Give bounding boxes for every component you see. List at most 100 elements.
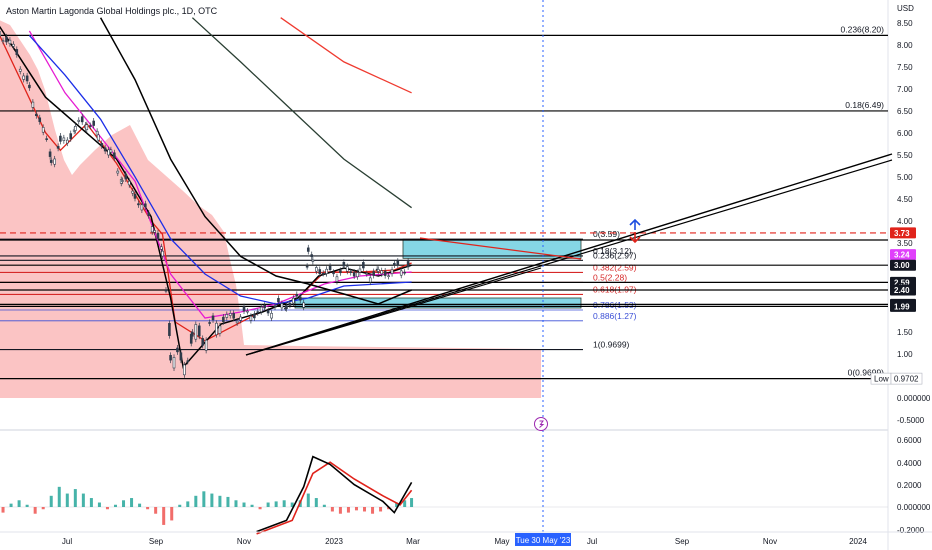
candle-body — [168, 323, 171, 336]
candle-body — [133, 193, 137, 199]
time-tick-9: 2024 — [849, 537, 867, 546]
candle-body — [38, 117, 42, 123]
candle-body — [358, 268, 362, 273]
trendline-layer — [245, 153, 893, 356]
candle-body — [56, 146, 60, 149]
osc-hist-bar-6 — [49, 495, 53, 507]
candle-body — [65, 139, 69, 144]
candle-body — [15, 49, 19, 56]
osc-macd-line — [256, 455, 413, 533]
moving-average-6 — [280, 17, 412, 94]
candle-body — [376, 269, 380, 272]
candle-body — [315, 267, 318, 272]
candle-body — [222, 316, 225, 323]
osc-hist-bar-27 — [218, 495, 222, 507]
candle-body — [150, 226, 154, 233]
price-tick-6: 5.50 — [897, 151, 913, 160]
candle-body — [183, 364, 186, 376]
osc-hist-bar-46 — [371, 507, 375, 514]
fib-label-1: 0.18(3.12) — [593, 246, 632, 256]
candle-body — [45, 138, 48, 140]
osc-hist-bar-38 — [306, 493, 310, 507]
price-badge-text-1: 3.24 — [894, 251, 910, 260]
fib-label-4: 0.5(2.28) — [593, 272, 627, 282]
candle-body — [406, 261, 410, 268]
candle-body — [204, 339, 208, 351]
price-badge-text-6: 1.99 — [894, 302, 910, 311]
osc-hist-bar-41 — [330, 507, 334, 512]
candle-body — [28, 84, 31, 89]
candle-body — [100, 143, 104, 147]
moving-average-layer — [0, 17, 412, 369]
osc-hist-bar-12 — [97, 502, 101, 507]
osc-hist-bar-5 — [41, 507, 45, 510]
fib-label-8: 1(0.9699) — [593, 340, 630, 350]
candle-body — [80, 116, 84, 123]
candle-body — [239, 316, 242, 321]
oscillator-layer — [0, 455, 888, 535]
candle-body — [164, 289, 168, 292]
long-fib-label-1: 0.18(6.49) — [845, 100, 884, 110]
price-tick-12: 1.00 — [897, 350, 913, 359]
candle-body — [62, 137, 66, 141]
candle-body — [393, 262, 396, 266]
fib-label-7: 0.886(1.27) — [593, 311, 637, 321]
candle-body — [18, 68, 22, 72]
candle-body — [41, 127, 45, 133]
price-axis-layer[interactable]: 8.50 8.00 7.50 7.00 6.50 6.00 5.50 5.00 4.50 4.00… — [870, 19, 931, 535]
osc-hist-bar-19 — [154, 507, 158, 514]
candle-body — [103, 147, 107, 152]
candle-body — [318, 269, 322, 275]
candle-body — [96, 134, 100, 141]
candle-body — [191, 331, 194, 337]
candle-body — [131, 190, 135, 194]
price-tick-4: 6.50 — [897, 107, 913, 116]
candle-body — [176, 347, 179, 353]
time-axis-layer[interactable]: Jul Sep Nov 2023 Mar May Jul Sep Nov 2024 Tue 30 M… — [0, 531, 932, 546]
time-tick-1: Sep — [149, 537, 164, 546]
osc-hist-bar-28 — [226, 496, 230, 507]
candle-body — [362, 262, 365, 269]
osc-hist-bar-14 — [113, 504, 117, 507]
osc-tick-4: -0.2000 — [897, 526, 925, 535]
osc-hist-bar-31 — [250, 504, 254, 507]
osc-hist-bar-7 — [57, 486, 61, 507]
low-value-box — [890, 372, 923, 385]
osc-hist-bar-39 — [314, 498, 318, 507]
candle-body — [107, 149, 110, 156]
price-tick-5: 6.00 — [897, 129, 913, 138]
candle-body — [253, 313, 256, 319]
candle-body — [288, 302, 292, 306]
price-tick-7: 5.00 — [897, 173, 913, 182]
candle-body — [59, 135, 62, 142]
price-badge-0 — [890, 227, 916, 239]
osc-hist-bar-0 — [1, 507, 5, 513]
moving-average-3 — [28, 34, 412, 305]
candle-body — [232, 313, 235, 319]
candle-body — [273, 305, 277, 308]
long-fib-label-2: 0(0.9699) — [848, 368, 885, 378]
trendline-lower — [249, 267, 542, 355]
candle-body — [208, 322, 211, 324]
time-tick-0: Jul — [62, 537, 72, 546]
flag-icon[interactable] — [534, 417, 548, 431]
candle-body — [339, 270, 342, 274]
price-tick-2: 7.50 — [897, 63, 913, 72]
time-tick-8: Nov — [763, 537, 777, 546]
candle-body — [225, 314, 229, 318]
osc-hist-bar-3 — [25, 504, 29, 507]
low-value: 0.9702 — [894, 375, 919, 384]
candle-body — [306, 247, 310, 252]
candle-body — [266, 310, 270, 314]
candle-body — [342, 261, 346, 267]
price-badge-1 — [890, 249, 916, 261]
candle-body — [356, 272, 359, 278]
candle-body — [235, 320, 239, 324]
osc-hist-bar-51 — [410, 498, 414, 507]
price-tick-14: 0.000000 — [897, 394, 931, 403]
osc-hist-bar-11 — [89, 498, 93, 507]
price-badge-2 — [890, 259, 916, 271]
osc-hist-bar-35 — [282, 500, 286, 507]
candle-body — [399, 270, 403, 276]
